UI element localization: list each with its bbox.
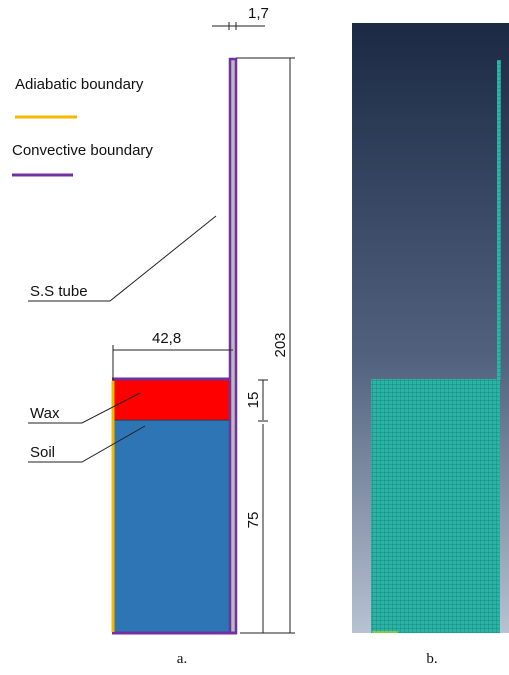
label-wax: Wax: [30, 405, 60, 422]
mesh-tube: [497, 60, 501, 380]
mesh-soil: [371, 379, 500, 633]
dim-tube: 1,7: [248, 5, 269, 22]
dim-width: 42,8: [152, 330, 181, 347]
wax: [112, 379, 234, 421]
label-soil: Soil: [30, 444, 55, 461]
legend-convective: Convective boundary: [12, 142, 153, 159]
dimension-lines: [112, 22, 295, 634]
label-tube: S.S tube: [30, 283, 88, 300]
caption-b: b.: [426, 651, 437, 667]
dim-soil: 75: [245, 512, 262, 529]
leaders: [28, 215, 217, 463]
dim-wax: 15: [245, 392, 262, 409]
legend-adiabatic: Adiabatic boundary: [15, 76, 144, 93]
dim-total: 203: [272, 332, 289, 357]
caption-a: a.: [177, 651, 187, 667]
soil: [112, 419, 234, 634]
tube: [228, 57, 238, 635]
